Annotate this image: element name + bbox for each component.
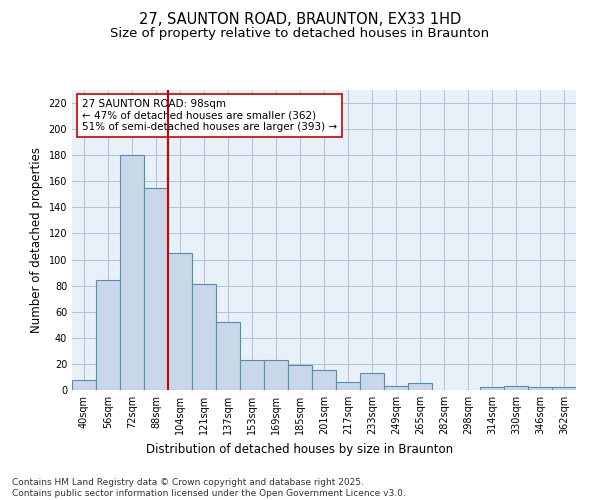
Bar	[408, 384, 432, 390]
Bar	[480, 388, 504, 390]
Bar	[552, 388, 576, 390]
Bar	[264, 360, 288, 390]
Bar	[120, 155, 144, 390]
Bar	[192, 284, 216, 390]
Bar	[360, 373, 384, 390]
Bar	[240, 360, 264, 390]
Bar	[384, 386, 408, 390]
Bar	[336, 382, 360, 390]
Bar	[312, 370, 336, 390]
Text: Size of property relative to detached houses in Braunton: Size of property relative to detached ho…	[110, 28, 490, 40]
Bar	[144, 188, 168, 390]
Bar	[528, 388, 552, 390]
Bar	[288, 365, 312, 390]
Bar	[216, 322, 240, 390]
Bar	[504, 386, 528, 390]
Text: Distribution of detached houses by size in Braunton: Distribution of detached houses by size …	[146, 442, 454, 456]
Text: Contains HM Land Registry data © Crown copyright and database right 2025.
Contai: Contains HM Land Registry data © Crown c…	[12, 478, 406, 498]
Bar	[168, 253, 192, 390]
Bar	[72, 380, 96, 390]
Text: 27 SAUNTON ROAD: 98sqm
← 47% of detached houses are smaller (362)
51% of semi-de: 27 SAUNTON ROAD: 98sqm ← 47% of detached…	[82, 99, 337, 132]
Text: 27, SAUNTON ROAD, BRAUNTON, EX33 1HD: 27, SAUNTON ROAD, BRAUNTON, EX33 1HD	[139, 12, 461, 28]
Bar	[96, 280, 120, 390]
Y-axis label: Number of detached properties: Number of detached properties	[30, 147, 43, 333]
